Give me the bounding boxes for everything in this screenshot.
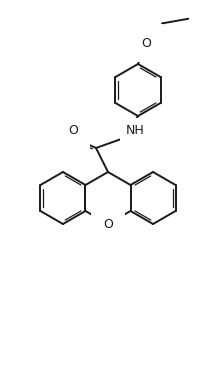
Text: O: O — [103, 218, 113, 231]
Text: O: O — [68, 124, 78, 137]
Text: O: O — [141, 37, 151, 50]
Text: NH: NH — [126, 124, 145, 137]
